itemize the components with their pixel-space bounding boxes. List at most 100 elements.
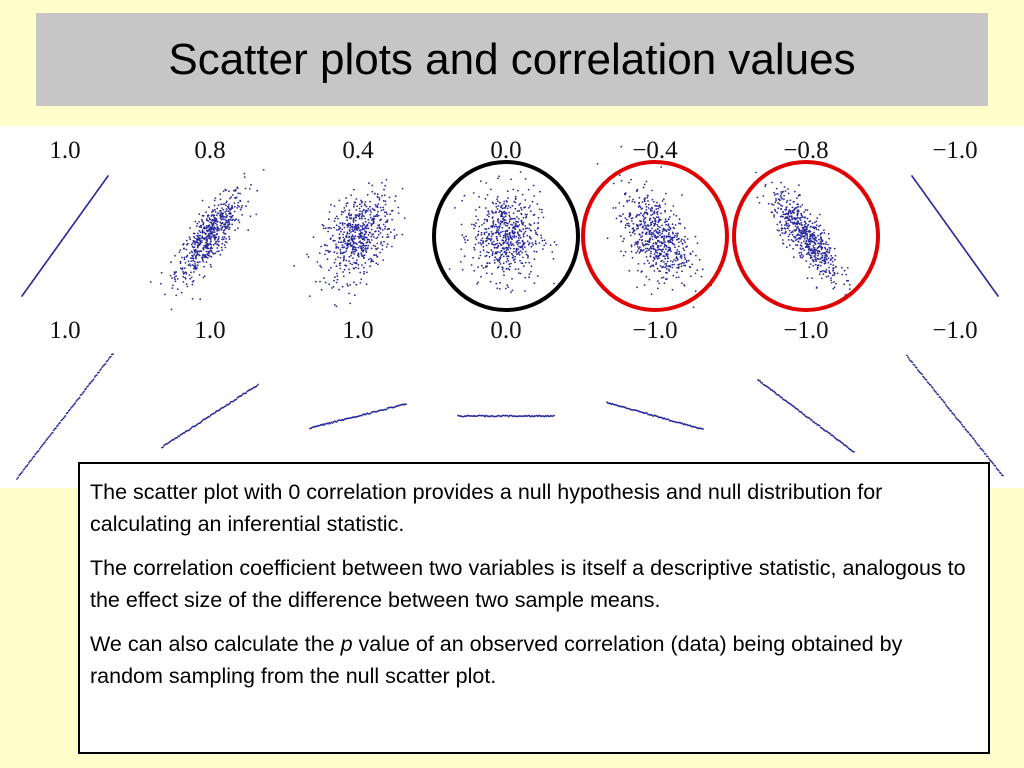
data-point <box>798 184 800 186</box>
data-point <box>520 207 522 209</box>
data-point <box>354 235 357 237</box>
data-point <box>659 270 661 272</box>
data-point <box>815 287 818 289</box>
data-point <box>660 241 663 243</box>
data-point <box>636 250 639 252</box>
data-point <box>812 244 815 247</box>
data-point <box>378 197 381 199</box>
data-point <box>209 263 212 266</box>
data-point <box>622 205 625 207</box>
data-point <box>192 239 195 242</box>
data-point <box>26 464 29 466</box>
data-point <box>620 145 623 148</box>
data-point <box>672 274 675 277</box>
data-point <box>190 260 193 262</box>
data-point <box>23 467 26 470</box>
data-point <box>701 268 704 271</box>
data-point <box>348 212 350 214</box>
data-point <box>506 242 509 245</box>
data-point <box>514 258 516 261</box>
data-point <box>214 252 217 255</box>
data-point <box>684 258 687 260</box>
data-point <box>477 218 479 221</box>
data-point <box>486 265 488 268</box>
data-point <box>192 259 195 262</box>
data-point <box>511 289 514 292</box>
data-point <box>801 204 804 206</box>
data-point <box>784 232 787 234</box>
data-point <box>205 211 208 214</box>
data-point <box>499 288 501 290</box>
data-point <box>183 258 186 261</box>
data-point <box>522 242 525 245</box>
data-point <box>190 243 193 246</box>
data-point <box>651 221 653 224</box>
data-point <box>656 287 659 290</box>
data-point <box>504 221 506 224</box>
data-point <box>814 256 816 258</box>
data-point <box>637 227 640 230</box>
data-point <box>46 438 49 440</box>
highlight-circle-1 <box>432 160 580 312</box>
data-point <box>508 263 511 266</box>
paragraph-2: The correlation coefficient between two … <box>90 556 966 612</box>
data-point <box>635 228 638 230</box>
data-point <box>799 205 802 208</box>
data-point <box>658 252 661 255</box>
data-point <box>496 237 498 240</box>
data-point <box>352 217 355 220</box>
data-point <box>504 211 507 214</box>
data-point <box>356 259 358 261</box>
data-point <box>695 254 697 257</box>
data-point <box>793 406 796 409</box>
data-point <box>354 214 357 216</box>
data-point <box>366 224 369 227</box>
data-point <box>796 238 798 240</box>
data-point <box>799 256 802 259</box>
data-point <box>220 215 223 218</box>
data-point <box>401 233 404 236</box>
data-point <box>648 203 650 206</box>
data-point <box>640 236 642 239</box>
data-point <box>778 229 780 232</box>
data-point <box>821 259 824 262</box>
data-point <box>628 269 631 272</box>
data-point <box>528 276 530 279</box>
data-point <box>485 244 488 247</box>
row1-scatter-5 <box>596 145 713 309</box>
data-point <box>352 245 355 248</box>
data-point <box>514 223 517 226</box>
data-point <box>817 252 820 255</box>
data-point <box>196 253 199 256</box>
data-point <box>997 295 999 297</box>
data-point <box>339 256 342 259</box>
data-point <box>248 188 251 190</box>
data-point <box>670 238 673 241</box>
data-point <box>241 204 244 207</box>
data-point <box>842 442 845 445</box>
data-point <box>349 302 352 305</box>
data-point <box>181 268 184 271</box>
data-point <box>93 376 96 378</box>
data-point <box>207 247 210 250</box>
data-point <box>339 222 342 225</box>
data-point <box>497 231 500 234</box>
data-point <box>514 218 516 220</box>
data-point <box>350 238 353 241</box>
data-point <box>649 237 652 240</box>
data-point <box>232 218 235 221</box>
data-point <box>679 222 682 225</box>
data-point <box>644 217 647 219</box>
data-point <box>804 209 807 211</box>
data-point <box>628 231 631 234</box>
data-point <box>792 223 795 225</box>
data-point <box>799 254 802 257</box>
data-point <box>357 252 360 255</box>
data-point <box>653 224 655 227</box>
data-point <box>390 210 393 212</box>
data-point <box>637 213 639 216</box>
data-point <box>508 211 511 214</box>
data-point <box>498 261 501 263</box>
data-point <box>499 256 502 259</box>
data-point <box>677 245 680 248</box>
